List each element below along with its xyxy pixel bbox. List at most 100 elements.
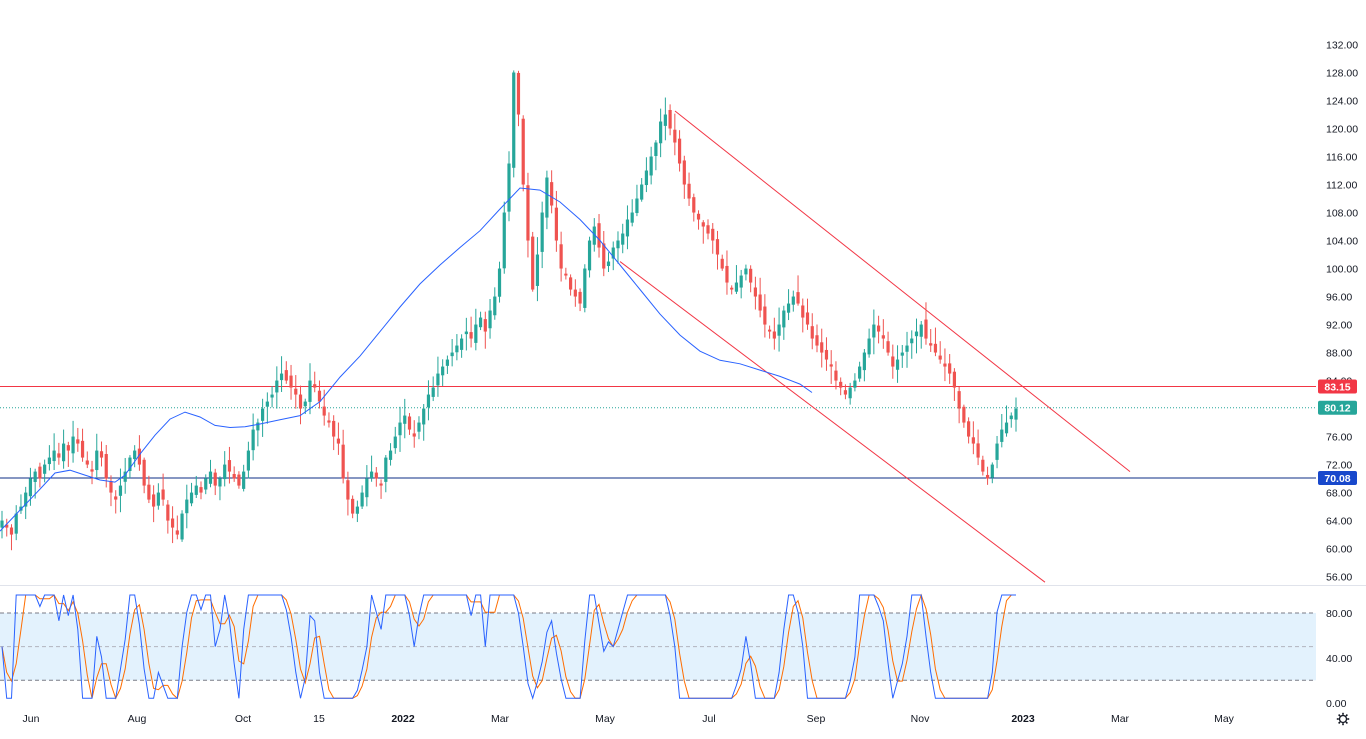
candle-body [696,213,701,220]
candle-body [128,457,132,472]
candle-body [568,277,573,290]
gear-icon[interactable] [1336,712,1350,726]
x-tick-label: 15 [313,713,325,725]
candle-body [142,459,146,486]
candle-body [256,422,260,431]
x-tick-label: Oct [235,713,251,725]
candle-body [161,489,165,500]
candle-body [744,268,748,275]
y-tick-label: 124.00 [1326,96,1358,108]
candle-body [919,324,923,337]
candle-body [867,338,871,355]
candle-body [275,380,279,393]
candle-body [659,121,663,144]
candle-body [284,370,288,381]
candle-body [995,443,999,460]
candle-body [114,496,118,500]
candle-body [294,388,298,395]
candle-body [824,349,829,360]
candle-body [298,394,303,409]
candle-body [99,451,104,458]
candle-body [1000,429,1004,442]
candle-body [943,363,947,367]
candle-body [725,265,729,283]
candle-body [43,464,47,474]
candle-body [881,335,885,339]
candle-body [834,370,838,381]
candle-body [711,228,715,241]
candle-body [0,520,4,528]
candle-body [630,212,634,223]
candle-body [66,445,70,451]
stochastic-k-line [1,594,1016,701]
candle-body [739,275,743,288]
x-tick-label: 2023 [1011,713,1035,725]
candle-body [351,498,355,514]
candle-body [33,471,37,482]
candle-body [47,457,51,465]
candle-body [431,387,435,397]
candle-body [398,422,402,436]
candle-body [692,197,696,213]
candle-body [137,448,142,465]
candle-body [782,310,786,328]
candle-body [109,481,113,493]
candle-body [895,359,900,370]
candle-body [801,305,805,318]
candle-body [535,254,540,286]
candle-body [649,156,653,176]
x-tick-label: May [595,713,616,725]
candle-body [820,342,824,353]
candle-body [900,352,904,356]
x-tick-label: Nov [911,713,930,725]
candle-body [853,380,857,388]
candle-body [393,436,397,449]
candle-body [545,177,549,218]
candle-body [412,433,416,437]
candle-body [189,492,194,504]
candle-body [720,258,724,269]
candle-body [914,331,919,337]
candle-body [90,469,94,472]
candle-body [763,306,767,325]
candle-body [407,416,412,430]
candle-body [365,478,369,498]
candle-body [768,329,772,332]
stochastic-tick-label: 0.00 [1326,698,1347,710]
candle-body [223,464,227,480]
candle-body [61,443,66,462]
candle-body [952,371,957,388]
candle-body [57,453,61,458]
current-price-badge [1318,400,1357,415]
candle-body [862,352,866,371]
candle-body [905,345,909,352]
candle-body [14,513,18,534]
candle-body [478,317,483,328]
candle-body [687,183,691,199]
candle-body [388,450,393,460]
candle-body [133,450,137,460]
candle-body [559,244,563,269]
candle-body [616,240,620,249]
x-tick-label: Mar [491,713,510,725]
x-tick-label: Mar [1111,713,1130,725]
candle-body [180,513,184,540]
x-tick-label: 2022 [391,713,415,725]
candle-body [521,118,525,185]
candle-body [24,492,28,507]
candle-body [289,375,293,388]
candle-body [322,406,326,416]
candle-body [265,401,269,407]
y-tick-label: 76.00 [1326,432,1352,444]
candle-body [483,319,487,332]
candle-body [753,287,757,297]
candle-body [469,332,473,339]
x-tick-label: Jul [702,713,715,725]
candle-body [715,239,720,255]
candle-body [1014,408,1018,420]
y-tick-label: 112.00 [1326,180,1357,192]
candle-body [175,530,179,535]
candle-body [204,478,208,490]
candle-body [706,225,710,234]
